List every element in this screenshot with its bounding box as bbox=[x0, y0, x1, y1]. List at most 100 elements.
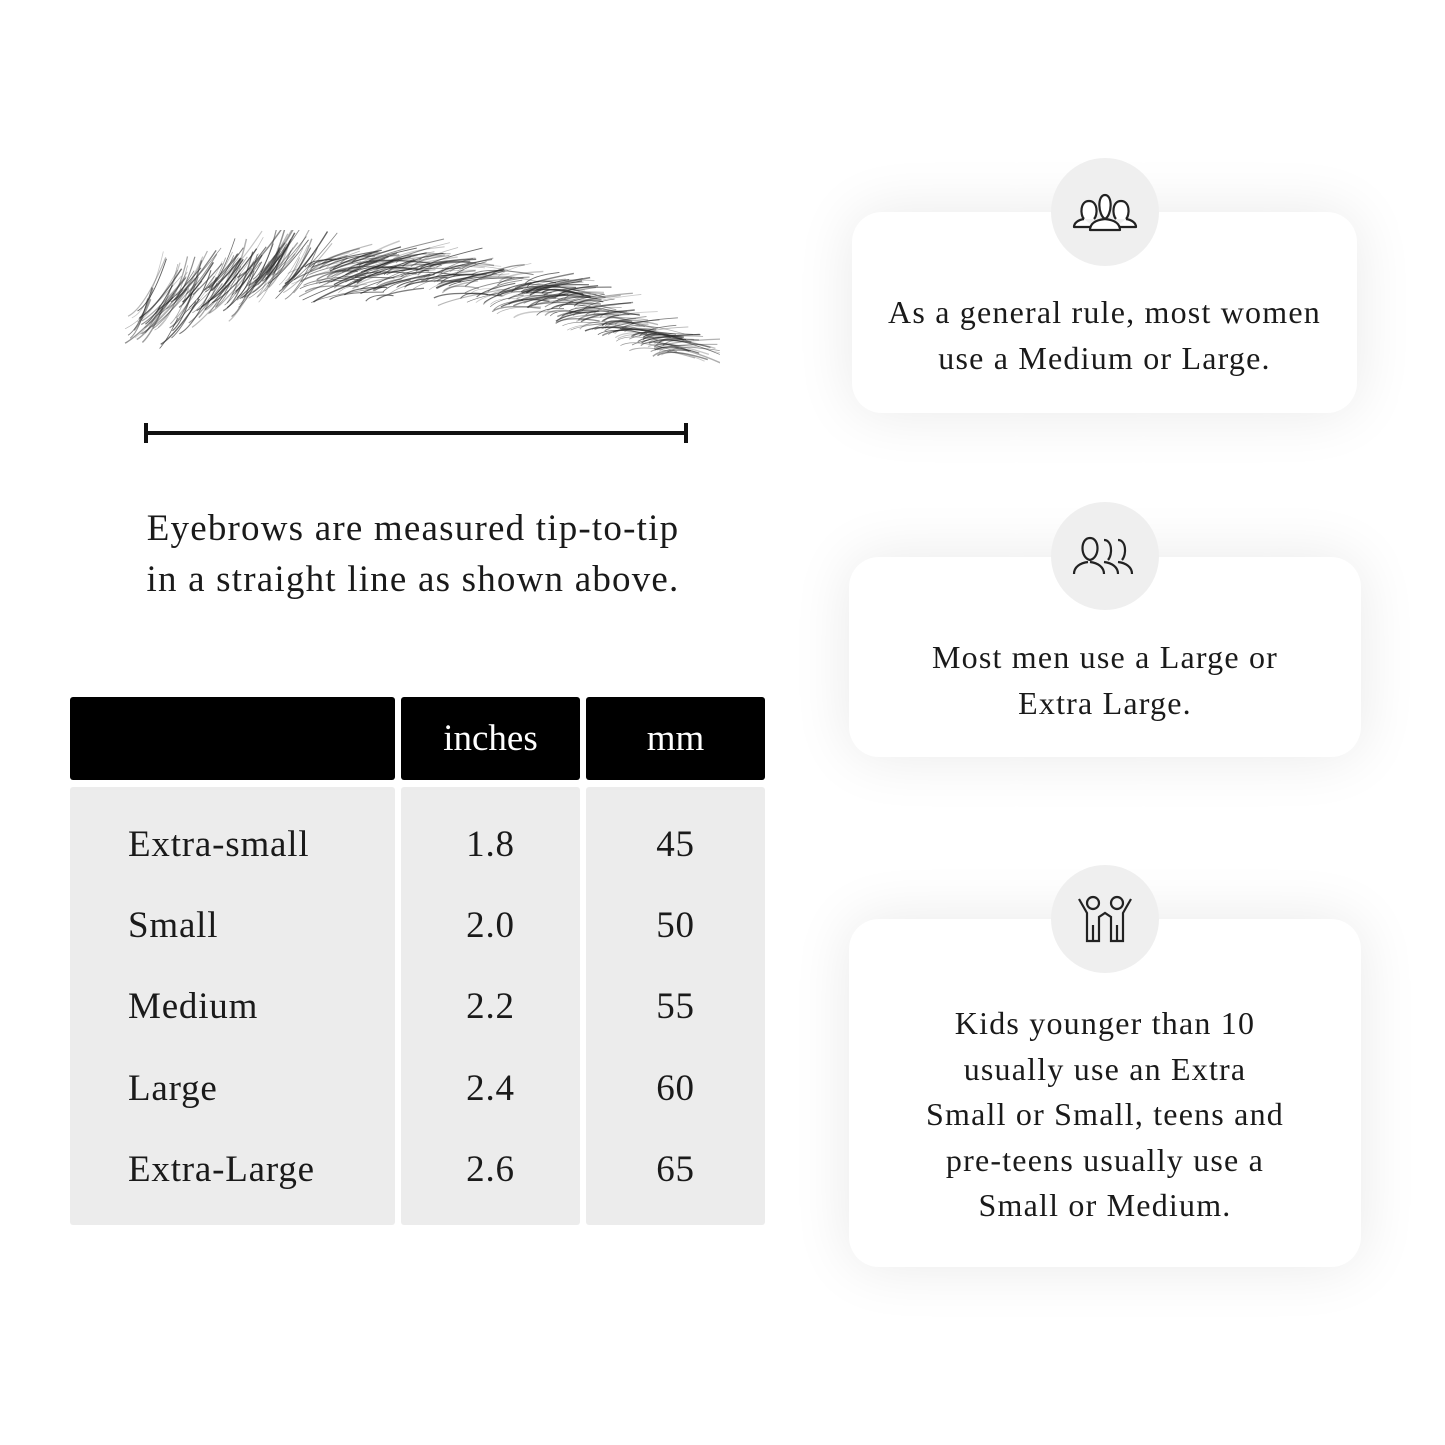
hair-stroke bbox=[534, 293, 569, 306]
hair-stroke bbox=[212, 246, 267, 304]
hair-stroke bbox=[420, 273, 487, 282]
text-line: As a general rule, most women bbox=[888, 294, 1321, 330]
hair-stroke bbox=[513, 310, 558, 319]
hair-stroke bbox=[232, 253, 260, 288]
hair-stroke bbox=[382, 279, 411, 293]
hair-stroke bbox=[489, 294, 524, 308]
hair-stroke bbox=[497, 276, 530, 286]
hair-stroke bbox=[508, 291, 552, 300]
hair-stroke bbox=[238, 263, 266, 308]
hair-stroke bbox=[366, 264, 441, 273]
hair-stroke bbox=[614, 332, 661, 339]
hair-stroke bbox=[496, 306, 542, 315]
hair-stroke bbox=[522, 278, 566, 291]
hair-stroke bbox=[638, 326, 689, 337]
hair-stroke bbox=[400, 271, 460, 277]
hair-stroke bbox=[124, 296, 174, 344]
hair-stroke bbox=[134, 299, 170, 339]
hair-stroke bbox=[267, 239, 309, 284]
hair-stroke bbox=[333, 270, 368, 289]
hair-stroke bbox=[372, 278, 402, 292]
hair-stroke bbox=[667, 347, 720, 353]
hair-stroke bbox=[144, 305, 161, 334]
kids-text: Kids younger than 10 usually use an Extr… bbox=[849, 1001, 1361, 1229]
hair-stroke bbox=[490, 298, 524, 305]
hair-stroke bbox=[334, 265, 412, 272]
hair-stroke bbox=[413, 258, 477, 270]
hair-stroke bbox=[652, 349, 691, 357]
hair-stroke bbox=[449, 266, 485, 273]
hair-stroke bbox=[420, 247, 483, 269]
hair-stroke bbox=[154, 265, 188, 331]
hair-stroke bbox=[364, 240, 400, 259]
hair-stroke bbox=[192, 263, 223, 296]
text-line: Kids younger than 10 bbox=[954, 1005, 1256, 1041]
hair-stroke bbox=[392, 256, 458, 273]
hair-stroke bbox=[608, 320, 655, 329]
hair-stroke bbox=[284, 247, 319, 300]
hair-stroke bbox=[402, 252, 444, 267]
text-line: Most men use a Large or bbox=[931, 639, 1279, 675]
hair-stroke bbox=[555, 302, 617, 311]
hair-stroke bbox=[527, 297, 557, 309]
hair-stroke bbox=[579, 321, 608, 330]
hair-stroke bbox=[188, 283, 223, 324]
hair-stroke bbox=[343, 286, 388, 296]
hair-stroke bbox=[354, 258, 422, 286]
hair-stroke bbox=[260, 242, 286, 273]
hair-stroke bbox=[328, 250, 380, 271]
hair-stroke bbox=[311, 249, 382, 268]
hair-stroke bbox=[608, 328, 654, 335]
hair-stroke bbox=[238, 260, 270, 305]
hair-stroke bbox=[567, 323, 621, 331]
hair-stroke bbox=[141, 307, 164, 343]
hair-stroke bbox=[433, 292, 503, 299]
hair-stroke bbox=[210, 258, 242, 292]
hair-stroke bbox=[365, 294, 394, 302]
hair-stroke bbox=[620, 342, 678, 353]
hair-stroke bbox=[556, 296, 602, 302]
hair-stroke bbox=[170, 287, 190, 325]
hair-stroke bbox=[326, 250, 360, 268]
hair-stroke bbox=[656, 338, 695, 345]
hair-stroke bbox=[448, 277, 512, 287]
hair-stroke bbox=[642, 334, 684, 340]
women-group-icon bbox=[1051, 158, 1159, 266]
women-text: As a general rule, most women use a Medi… bbox=[852, 290, 1357, 381]
size-column bbox=[70, 787, 395, 1225]
hair-stroke bbox=[513, 292, 584, 307]
hair-stroke bbox=[358, 247, 417, 266]
hair-stroke bbox=[514, 284, 580, 292]
hair-stroke bbox=[338, 284, 367, 294]
hair-stroke bbox=[240, 253, 283, 296]
hair-stroke bbox=[580, 309, 635, 323]
header-mm: mm bbox=[586, 697, 765, 780]
hair-stroke bbox=[472, 269, 534, 276]
hair-stroke bbox=[235, 254, 263, 292]
hair-stroke bbox=[441, 280, 479, 294]
hair-stroke bbox=[414, 247, 459, 265]
hair-stroke bbox=[497, 263, 532, 277]
hair-stroke bbox=[499, 270, 544, 282]
hair-stroke bbox=[432, 258, 493, 276]
hair-stroke bbox=[329, 291, 384, 300]
hair-stroke bbox=[308, 258, 337, 268]
hair-stroke bbox=[601, 311, 658, 321]
hair-stroke bbox=[186, 253, 218, 295]
hair-stroke bbox=[475, 287, 521, 303]
hair-stroke bbox=[631, 333, 700, 346]
hair-stroke bbox=[300, 269, 347, 283]
hair-stroke bbox=[329, 257, 378, 270]
hair-stroke bbox=[144, 262, 181, 329]
hair-stroke bbox=[247, 230, 293, 287]
hair-stroke bbox=[371, 254, 412, 274]
hair-stroke bbox=[654, 346, 700, 354]
hair-stroke bbox=[374, 274, 435, 291]
hair-stroke bbox=[568, 296, 607, 304]
hair-stroke bbox=[556, 312, 622, 323]
hair-stroke bbox=[266, 244, 290, 288]
hair-stroke bbox=[160, 298, 200, 345]
cell-inches: 2.2 bbox=[466, 986, 515, 1027]
hair-stroke bbox=[520, 294, 592, 301]
text-line: Small or Small, teens and bbox=[926, 1096, 1284, 1132]
